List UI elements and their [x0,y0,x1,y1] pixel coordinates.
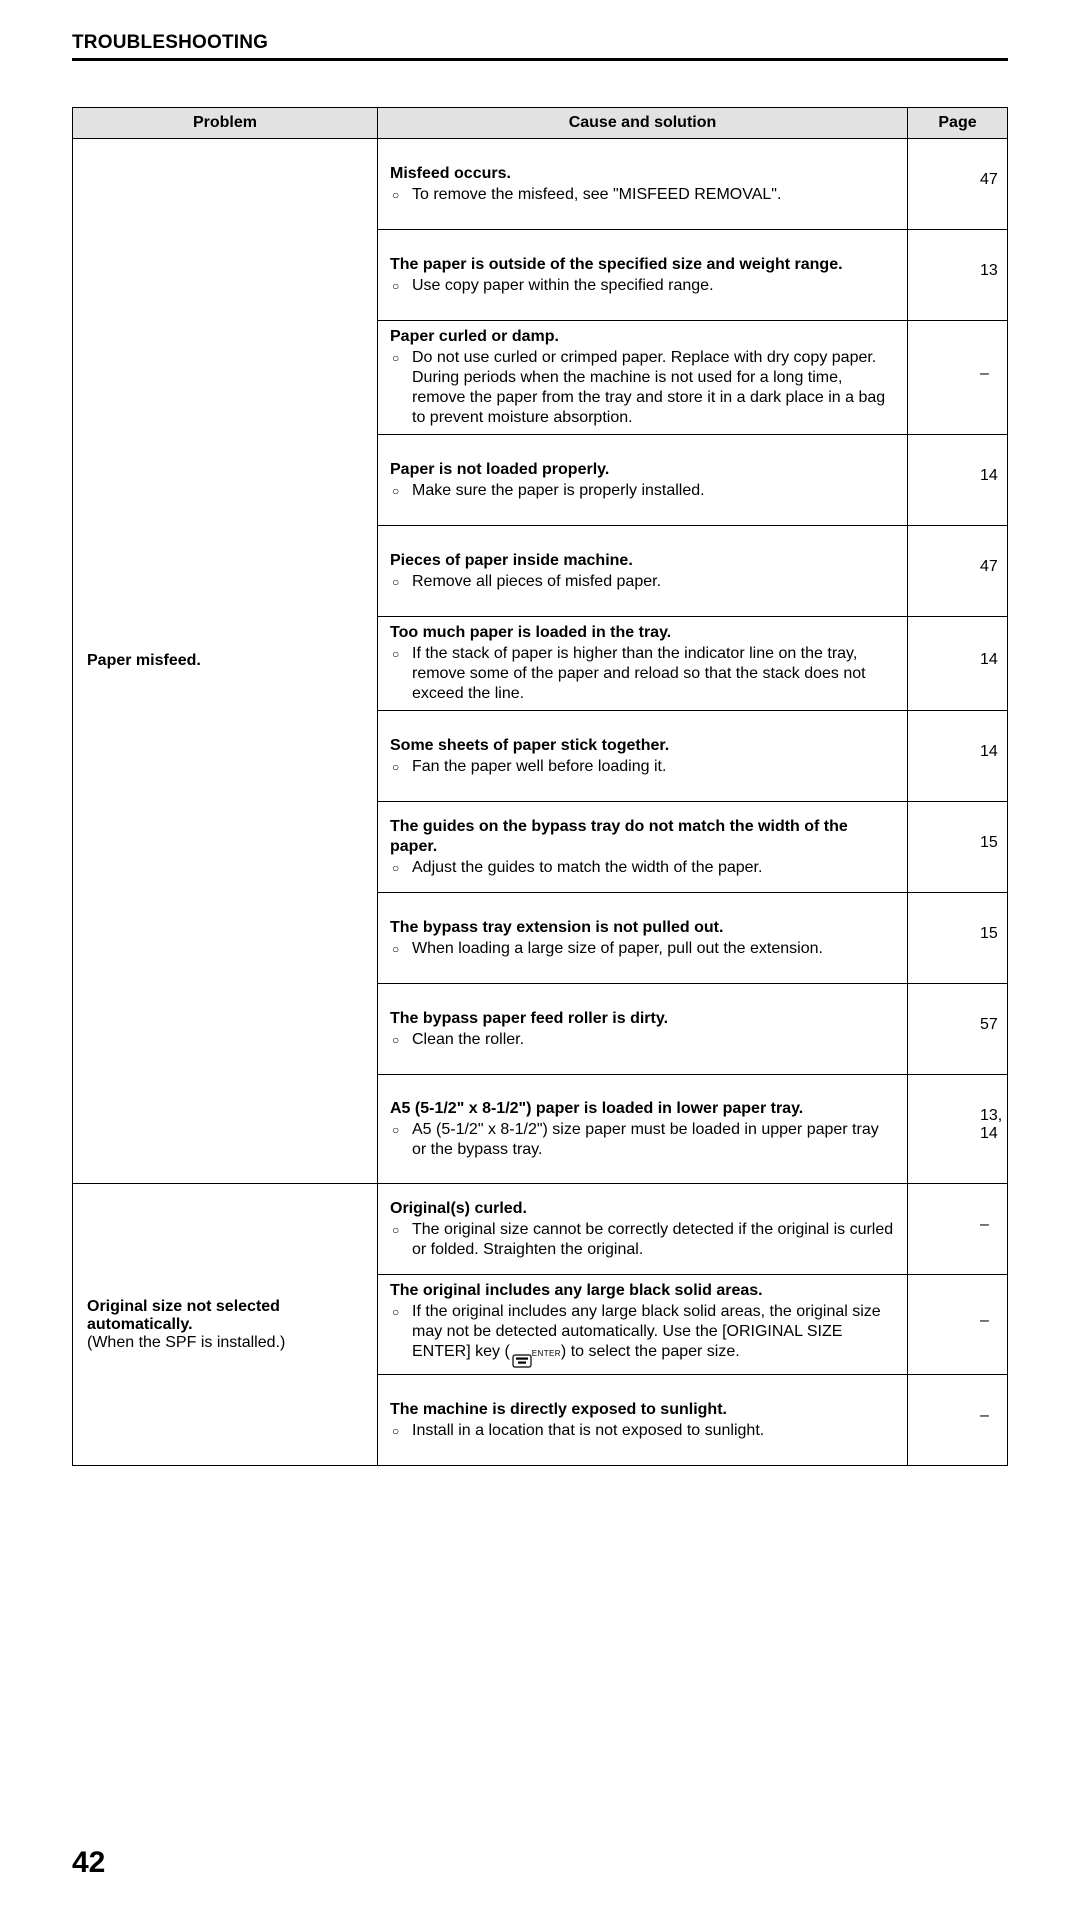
cause-heading: The bypass tray extension is not pulled … [390,918,897,938]
problem-cell: Paper misfeed. [73,139,378,1184]
problem-label: Original size not selected automatically… [87,1298,363,1334]
problem-label: Paper misfeed. [87,652,363,670]
solution-list: Remove all pieces of misfed paper. [390,572,897,592]
solution-item: Clean the roller. [390,1030,897,1050]
cause-cell: The guides on the bypass tray do not mat… [378,802,908,893]
problem-cell: Original size not selected automatically… [73,1184,378,1466]
solution-list: When loading a large size of paper, pull… [390,939,897,959]
cause-cell: Paper curled or damp.Do not use curled o… [378,321,908,435]
solution-item: Make sure the paper is properly installe… [390,481,897,501]
cause-heading: Too much paper is loaded in the tray. [390,623,897,643]
cause-cell: Paper is not loaded properly.Make sure t… [378,435,908,526]
cause-cell: A5 (5-1/2" x 8-1/2") paper is loaded in … [378,1075,908,1184]
cause-heading: The original includes any large black so… [390,1281,897,1301]
solution-item: When loading a large size of paper, pull… [390,939,897,959]
page-ref: 47 [908,526,1008,617]
cause-heading: The bypass paper feed roller is dirty. [390,1009,897,1029]
cause-cell: Pieces of paper inside machine.Remove al… [378,526,908,617]
solution-item: Fan the paper well before loading it. [390,757,897,777]
section-title: TROUBLESHOOTING [72,32,1008,54]
section-rule [72,58,1008,61]
cause-cell: Some sheets of paper stick together.Fan … [378,711,908,802]
page-ref: 14 [908,435,1008,526]
page-ref: 57 [908,984,1008,1075]
troubleshooting-table: Problem Cause and solution Page Paper mi… [72,107,1008,1466]
page-ref: – [908,1275,1008,1375]
problem-sublabel: (When the SPF is installed.) [87,1334,363,1352]
page-ref: 15 [908,893,1008,984]
solution-item: The original size cannot be correctly de… [390,1220,897,1260]
cause-cell: Too much paper is loaded in the tray.If … [378,617,908,711]
solution-list: Fan the paper well before loading it. [390,757,897,777]
cause-cell: The paper is outside of the specified si… [378,230,908,321]
solution-list: Clean the roller. [390,1030,897,1050]
cause-heading: Misfeed occurs. [390,164,897,184]
cause-cell: The machine is directly exposed to sunli… [378,1375,908,1466]
cause-heading: Paper curled or damp. [390,327,897,347]
solution-item: Install in a location that is not expose… [390,1421,897,1441]
page-ref: – [908,1184,1008,1275]
page-ref: 13 [908,230,1008,321]
solution-item: Remove all pieces of misfed paper. [390,572,897,592]
solution-item: A5 (5-1/2" x 8-1/2") size paper must be … [390,1120,897,1160]
solution-list: Install in a location that is not expose… [390,1421,897,1441]
solution-list: If the stack of paper is higher than the… [390,644,897,704]
solution-list: If the original includes any large black… [390,1302,897,1368]
cause-heading: The paper is outside of the specified si… [390,255,897,275]
solution-list: The original size cannot be correctly de… [390,1220,897,1260]
solution-item: If the stack of paper is higher than the… [390,644,897,704]
cause-heading: A5 (5-1/2" x 8-1/2") paper is loaded in … [390,1099,897,1119]
page-ref: 15 [908,802,1008,893]
cause-heading: Original(s) curled. [390,1199,897,1219]
cause-heading: The guides on the bypass tray do not mat… [390,817,897,857]
page-ref: 13, 14 [908,1075,1008,1184]
cause-cell: The bypass paper feed roller is dirty.Cl… [378,984,908,1075]
original-size-enter-key-icon [511,1348,533,1368]
cause-heading: Paper is not loaded properly. [390,460,897,480]
col-header-cause: Cause and solution [378,108,908,139]
cause-cell: The bypass tray extension is not pulled … [378,893,908,984]
solution-item: If the original includes any large black… [390,1302,897,1368]
cause-heading: The machine is directly exposed to sunli… [390,1400,897,1420]
page-ref: 14 [908,711,1008,802]
page-ref: 14 [908,617,1008,711]
cause-heading: Some sheets of paper stick together. [390,736,897,756]
solution-item: To remove the misfeed, see "MISFEED REMO… [390,185,897,205]
solution-item: Use copy paper within the specified rang… [390,276,897,296]
solution-list: To remove the misfeed, see "MISFEED REMO… [390,185,897,205]
cause-cell: Original(s) curled.The original size can… [378,1184,908,1275]
page-number: 42 [72,1846,1008,1880]
solution-list: Adjust the guides to match the width of … [390,858,897,878]
solution-item: Do not use curled or crimped paper. Repl… [390,348,897,428]
cause-heading: Pieces of paper inside machine. [390,551,897,571]
cause-cell: The original includes any large black so… [378,1275,908,1375]
solution-list: Make sure the paper is properly installe… [390,481,897,501]
solution-list: A5 (5-1/2" x 8-1/2") size paper must be … [390,1120,897,1160]
cause-cell: Misfeed occurs.To remove the misfeed, se… [378,139,908,230]
enter-key-sublabel: ENTER [532,1349,561,1358]
page-ref: – [908,1375,1008,1466]
page-ref: – [908,321,1008,435]
solution-item: Adjust the guides to match the width of … [390,858,897,878]
solution-list: Do not use curled or crimped paper. Repl… [390,348,897,428]
solution-list: Use copy paper within the specified rang… [390,276,897,296]
page-ref: 47 [908,139,1008,230]
col-header-problem: Problem [73,108,378,139]
col-header-page: Page [908,108,1008,139]
